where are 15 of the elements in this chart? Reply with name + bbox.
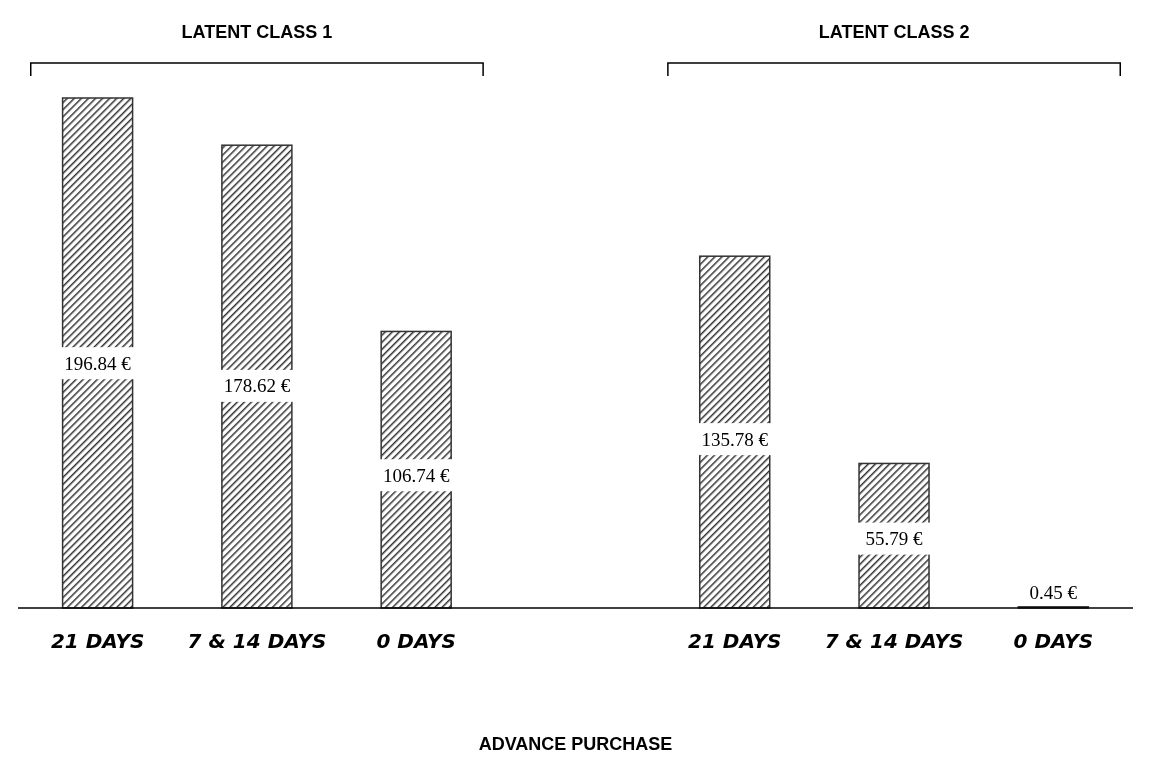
x-tick-label: 0 DAYS [1013,629,1094,654]
x-tick-label: 7 & 14 DAYS [824,629,964,654]
x-axis-title: ADVANCE PURCHASE [478,734,673,754]
data-label: 178.62 € [223,375,291,397]
text: LATENT CLASS 1 [181,22,333,42]
x-tick-label: 21 DAYS [688,629,782,654]
data-label: 135.78 € [701,428,769,450]
data-label: 196.84 € [64,352,132,374]
data-label: 0.45 € [1029,582,1078,604]
data-label: 55.79 € [865,528,924,550]
x-tick-label: 7 & 14 DAYS [187,629,327,654]
data-label: 106.74 € [382,464,450,486]
text: LATENT CLASS 2 [818,22,970,42]
x-tick-label: 21 DAYS [50,629,145,654]
x-tick-label: 0 DAYS [376,629,456,654]
